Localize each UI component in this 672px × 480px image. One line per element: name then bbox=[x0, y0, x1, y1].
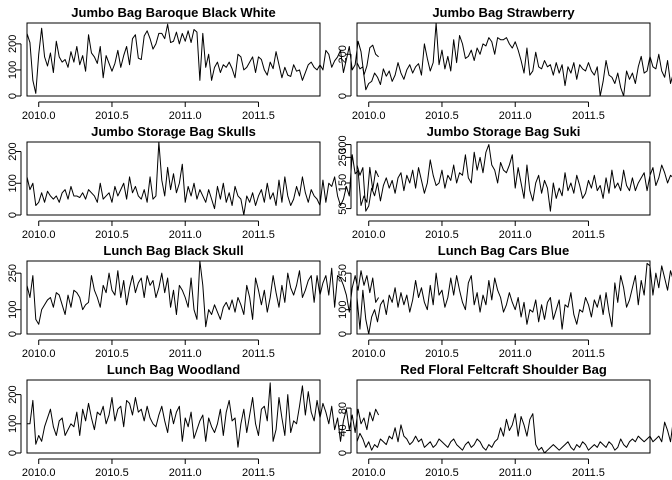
x-tick-label: 2010.0 bbox=[352, 229, 386, 241]
plot-frame bbox=[356, 141, 651, 216]
x-tick-label: 2010.0 bbox=[352, 467, 386, 479]
x-tick-label: 2010.0 bbox=[352, 348, 386, 360]
x-tick-label: 2010.0 bbox=[22, 229, 56, 241]
plot-frame bbox=[356, 379, 651, 454]
x-tick-label: 2011.5 bbox=[572, 467, 605, 479]
x-tick-label: 2011.5 bbox=[572, 229, 605, 241]
series-line bbox=[26, 260, 380, 328]
y-tick-label: 0 bbox=[337, 331, 349, 337]
series-line bbox=[356, 22, 672, 97]
series-line bbox=[356, 413, 672, 454]
y-tick-label: 100 bbox=[7, 174, 19, 192]
x-tick-label: 2010.5 bbox=[95, 348, 129, 360]
y-tick-label: 250 bbox=[337, 264, 349, 282]
x-tick-label: 2010.5 bbox=[95, 229, 129, 241]
y-tick-label: 250 bbox=[337, 148, 349, 166]
plot-title: Jumbo Bag Strawberry bbox=[432, 5, 575, 20]
plot-frame bbox=[26, 22, 321, 97]
y-tick-label: 0 bbox=[7, 331, 19, 337]
y-tick-label: 100 bbox=[7, 300, 19, 318]
plot-title: Jumbo Storage Bag Suki bbox=[427, 124, 581, 139]
plot-title: Jumbo Storage Bag Skulls bbox=[91, 124, 256, 139]
x-tick-label: 2011.0 bbox=[169, 229, 202, 241]
x-tick-label: 2011.5 bbox=[242, 348, 275, 360]
y-tick-label: 100 bbox=[7, 61, 19, 79]
x-tick-label: 2011.0 bbox=[499, 348, 532, 360]
x-tick-label: 2010.5 bbox=[425, 110, 459, 122]
x-tick-label: 2010.5 bbox=[95, 467, 129, 479]
x-tick-label: 2010.5 bbox=[425, 229, 459, 241]
x-tick-label: 2011.5 bbox=[572, 348, 605, 360]
x-tick-label: 2011.0 bbox=[499, 229, 532, 241]
x-tick-label: 2011.0 bbox=[499, 110, 532, 122]
y-tick-label: 200 bbox=[7, 385, 19, 403]
y-tick-label: 150 bbox=[337, 174, 349, 192]
y-tick-label: 50 bbox=[337, 202, 349, 214]
y-tick-label: 0 bbox=[7, 450, 19, 456]
x-tick-label: 2011.5 bbox=[242, 110, 275, 122]
plot-frame bbox=[356, 22, 651, 97]
y-tick-label: 0 bbox=[7, 212, 19, 218]
series-line bbox=[356, 144, 672, 212]
plot-title: Lunch Bag Woodland bbox=[107, 362, 240, 377]
plot-frame bbox=[26, 379, 321, 454]
x-tick-label: 2010.5 bbox=[425, 348, 459, 360]
series-line bbox=[26, 23, 379, 94]
y-tick-label: 80 bbox=[337, 402, 349, 414]
x-tick-label: 2011.5 bbox=[242, 467, 275, 479]
plot-title: Lunch Bag Cars Blue bbox=[438, 243, 569, 258]
series-line bbox=[356, 262, 672, 335]
plot-title: Red Floral Feltcraft Shoulder Bag bbox=[400, 362, 607, 377]
plot-title: Lunch Bag Black Skull bbox=[103, 243, 243, 258]
x-tick-label: 2011.5 bbox=[242, 229, 275, 241]
x-tick-label: 2010.0 bbox=[352, 110, 386, 122]
y-tick-label: 0 bbox=[7, 93, 19, 99]
x-tick-label: 2011.5 bbox=[572, 110, 605, 122]
series-line bbox=[26, 141, 380, 216]
x-tick-label: 2010.5 bbox=[425, 467, 459, 479]
y-tick-label: 100 bbox=[7, 415, 19, 433]
x-tick-label: 2011.0 bbox=[169, 467, 202, 479]
x-tick-label: 2011.0 bbox=[499, 467, 532, 479]
x-tick-label: 2010.0 bbox=[22, 467, 56, 479]
x-tick-label: 2010.0 bbox=[22, 348, 56, 360]
y-tick-label: 250 bbox=[7, 264, 19, 282]
x-tick-label: 2011.0 bbox=[169, 348, 202, 360]
y-tick-label: 0 bbox=[337, 450, 349, 456]
y-tick-label: 300 bbox=[337, 135, 349, 153]
y-tick-label: 0 bbox=[337, 93, 349, 99]
y-tick-label: 200 bbox=[7, 142, 19, 160]
plot-title: Jumbo Bag Baroque Black White bbox=[71, 5, 275, 20]
x-tick-label: 2010.0 bbox=[22, 110, 56, 122]
series-line bbox=[27, 382, 380, 448]
plot-frame bbox=[26, 260, 321, 335]
x-tick-label: 2010.5 bbox=[95, 110, 129, 122]
y-tick-label: 40 bbox=[337, 424, 349, 436]
x-tick-label: 2011.0 bbox=[169, 110, 202, 122]
y-tick-label: 100 bbox=[337, 300, 349, 318]
y-tick-label: 200 bbox=[7, 35, 19, 53]
plot-frame bbox=[356, 260, 651, 335]
y-tick-label: 200 bbox=[337, 45, 349, 63]
